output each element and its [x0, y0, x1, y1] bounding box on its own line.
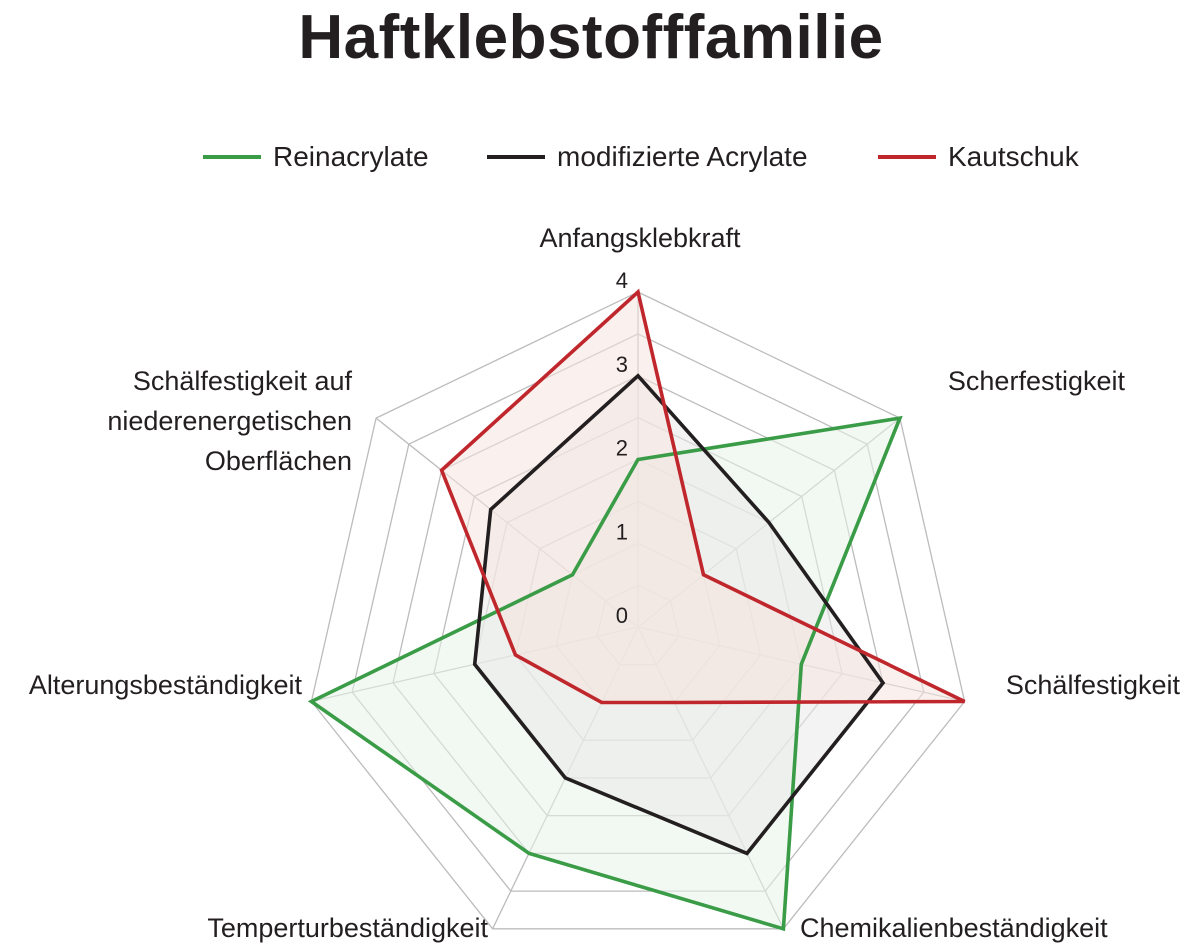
- tick-label: 2: [616, 436, 628, 461]
- series-lines: [307, 288, 966, 932]
- axis-label: Alterungsbeständigkeit: [29, 670, 303, 700]
- grid-ring: [351, 333, 925, 892]
- radial-tick-labels: 0 1 2 3 4: [616, 268, 628, 628]
- series-fill-2: [441, 292, 965, 703]
- legend-item: Reinacrylate: [203, 141, 429, 172]
- series-line-0: [307, 415, 903, 932]
- chart-title: Haftklebstofffamilie: [298, 3, 884, 72]
- series-line-2: [439, 288, 966, 705]
- axis-label: Anfangsklebkraft: [539, 223, 741, 253]
- axis-label: Chemikalienbeständigkeit: [800, 913, 1108, 943]
- axis-labels: Anfangsklebkraft Scherfestigkeit Schälfest…: [29, 223, 1181, 943]
- series-fills: [311, 292, 965, 929]
- legend-label: Reinacrylate: [273, 141, 429, 172]
- tick-label: 1: [616, 519, 628, 544]
- legend-label: Kautschuk: [948, 141, 1080, 172]
- legend-item: Kautschuk: [878, 141, 1080, 172]
- grid-ring: [310, 291, 966, 930]
- axis-label: Schälfestigkeit: [1006, 670, 1181, 700]
- tick-label: 3: [616, 352, 628, 377]
- legend-label: modifizierte Acrylate: [557, 141, 808, 172]
- legend: Reinacrylate modifizierte Acrylate Kautsch…: [203, 141, 1080, 172]
- legend-item: modifizierte Acrylate: [487, 141, 808, 172]
- axis-label: Scherfestigkeit: [948, 366, 1126, 396]
- tick-label: 4: [616, 268, 628, 293]
- axis-label: Schälfestigkeit auf niederenergetischen Ob…: [107, 366, 352, 476]
- series-line-1: [472, 373, 886, 856]
- axis-label: Temperturbeständigkeit: [207, 913, 488, 943]
- tick-label: 0: [616, 603, 628, 628]
